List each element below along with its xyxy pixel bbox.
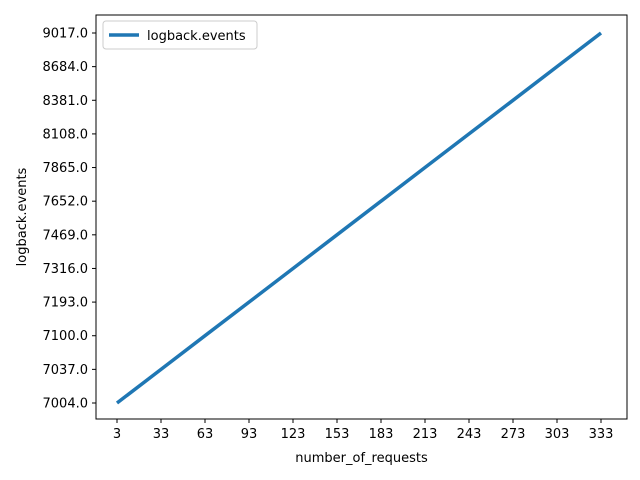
series-line-logback-events: [115, 31, 603, 405]
y-tick-label: 8108.0: [43, 127, 89, 142]
y-tick-label: 7004.0: [43, 397, 89, 412]
y-tick-label: 7865.0: [43, 161, 89, 176]
legend-box: [102, 20, 258, 50]
y-axis-ticks: 7004.0 7037.0 7100.0 7193.0 7316.0 7469.0 7652…: [43, 27, 96, 412]
y-tick-label: 8381.0: [43, 94, 89, 109]
x-tick-label: 153: [325, 427, 350, 442]
x-tick-label: 243: [457, 427, 482, 442]
y-tick-label: 7037.0: [43, 363, 89, 378]
x-tick-label: 183: [369, 427, 394, 442]
y-tick-label: 9017.0: [43, 27, 89, 42]
x-tick-label: 63: [197, 427, 214, 442]
x-tick-label: 3: [113, 427, 121, 442]
y-tick-label: 7193.0: [43, 296, 89, 311]
y-tick-label: 7652.0: [43, 195, 89, 210]
y-tick-label: 8684.0: [43, 60, 89, 75]
legend-label: logback.events: [147, 29, 246, 44]
plot-area-frame: [95, 14, 628, 420]
y-axis-label: logback.events: [15, 167, 30, 266]
x-tick-label: 303: [545, 427, 570, 442]
x-tick-label: 33: [153, 427, 170, 442]
x-tick-label: 123: [281, 427, 306, 442]
y-tick-label: 7316.0: [43, 262, 89, 277]
x-axis-ticks: 3 33 63 93 123 153 183 213 243 273 303 333: [113, 419, 614, 442]
legend: logback.events: [102, 20, 258, 50]
x-tick-label: 93: [241, 427, 258, 442]
x-axis-label: number_of_requests: [295, 451, 428, 466]
x-tick-label: 273: [501, 427, 526, 442]
y-tick-label: 7469.0: [43, 228, 89, 243]
series-layer: [115, 31, 603, 405]
x-tick-label: 213: [413, 427, 438, 442]
x-tick-label: 333: [589, 427, 614, 442]
y-tick-label: 7100.0: [43, 329, 89, 344]
